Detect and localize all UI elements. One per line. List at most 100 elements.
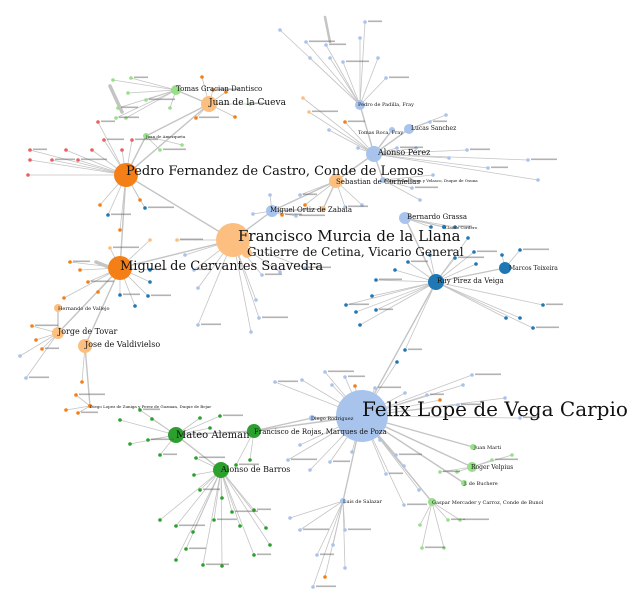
node-barros xyxy=(213,462,229,478)
leaf-node xyxy=(80,380,84,384)
leaf-node xyxy=(148,268,152,272)
leaf-node xyxy=(403,391,407,395)
leaf-node xyxy=(303,266,307,270)
leaf-node xyxy=(428,120,432,124)
edge-grassa-ruy xyxy=(404,217,437,283)
leaf-label-mark xyxy=(461,403,481,406)
leaf-node xyxy=(184,547,188,551)
node-salazar xyxy=(340,498,346,504)
leaf-node xyxy=(536,178,540,182)
leaf-node xyxy=(298,528,302,532)
leaf-node xyxy=(248,102,252,106)
leaf-node xyxy=(175,238,179,242)
node-rojas xyxy=(247,424,261,438)
leaf-node xyxy=(402,503,406,507)
leaf-node xyxy=(453,256,457,260)
leaf-node xyxy=(420,546,424,550)
leaf-node xyxy=(62,296,66,300)
leaf-node xyxy=(34,338,38,342)
label-sebastian: Sebastian de Cormellas xyxy=(336,178,420,186)
leaf-node xyxy=(343,205,347,209)
edge-leaf-51 xyxy=(112,79,177,91)
edge-leaf-161 xyxy=(419,501,433,526)
edge-leaf-160 xyxy=(431,501,449,521)
leaf-label-mark xyxy=(148,206,174,209)
leaf-label-mark xyxy=(262,316,288,319)
leaf-node xyxy=(211,88,215,92)
leaf-node xyxy=(50,158,54,162)
leaf-node xyxy=(323,370,327,374)
leaf-label-mark xyxy=(399,453,422,456)
edge-leaf-116 xyxy=(435,281,544,306)
label-bucher: J. de Buchere xyxy=(463,481,498,487)
label-valdivielso: Jose de Valdivielso xyxy=(84,340,160,349)
leaf-node xyxy=(428,253,432,257)
leaf-node xyxy=(394,453,398,457)
leaf-node xyxy=(393,268,397,272)
node-cordero xyxy=(442,225,446,229)
leaf-node xyxy=(328,56,332,60)
leaf-node xyxy=(220,564,224,568)
leaf-label-mark xyxy=(206,563,229,566)
leaf-label-mark xyxy=(443,470,460,473)
edge-leaf-64 xyxy=(308,111,375,155)
leaf-node xyxy=(252,508,256,512)
leaf-label-mark xyxy=(407,503,427,506)
leaf-label-mark xyxy=(433,120,447,123)
leaf-node xyxy=(168,106,172,110)
edge-leaf-186 xyxy=(185,469,222,550)
leaf-node xyxy=(76,411,80,415)
label-mercader: Gaspar Mercader y Carroz, Conde de Bunol xyxy=(432,500,544,506)
leaf-node xyxy=(526,158,530,162)
edge-leaf-165 xyxy=(119,419,177,436)
leaf-node xyxy=(429,225,433,229)
leaf-label-mark xyxy=(223,414,243,417)
leaf-label-mark xyxy=(29,376,49,379)
edge-leaf-108 xyxy=(375,279,437,283)
leaf-node xyxy=(503,396,507,400)
leaf-label-mark xyxy=(470,148,490,151)
node-cueva xyxy=(201,96,217,112)
edge-leaf-154 xyxy=(299,500,344,531)
leaf-label-mark xyxy=(79,393,105,396)
edge-leaf-63 xyxy=(302,97,375,155)
leaf-label-mark xyxy=(149,98,175,101)
leaf-label-mark xyxy=(45,347,59,350)
edge-leaf-185 xyxy=(159,469,222,521)
edge-leaf-79 xyxy=(382,179,421,201)
leaf-label-mark xyxy=(458,256,484,259)
leaf-node xyxy=(308,468,312,472)
label-ruy: Ruy Pirez da Veiga xyxy=(437,277,504,285)
leaf-label-mark xyxy=(257,508,271,511)
leaf-node xyxy=(360,203,364,207)
leaf-label-mark xyxy=(135,138,158,141)
leaf-node xyxy=(234,463,238,467)
leaf-label-mark xyxy=(379,308,393,311)
edge-leaf-187 xyxy=(175,469,222,561)
leaf-label-mark xyxy=(119,116,139,119)
leaf-label-mark xyxy=(235,510,258,513)
leaf-node xyxy=(128,442,132,446)
leaf-label-mark xyxy=(320,553,334,556)
node-lemos xyxy=(114,163,138,187)
edge-leaf-49 xyxy=(145,135,183,146)
edge-leaf-57 xyxy=(329,57,361,106)
leaf-node xyxy=(327,128,331,132)
leaf-label-mark xyxy=(143,408,160,411)
edge-leaf-75 xyxy=(373,153,539,181)
leaf-label-mark xyxy=(216,88,239,91)
node-padilla xyxy=(355,100,365,110)
leaf-label-mark xyxy=(348,205,368,208)
leaf-label-mark xyxy=(329,43,346,46)
leaf-label-mark xyxy=(199,456,225,459)
leaf-node xyxy=(174,558,178,562)
edge-cervantes-lemos xyxy=(119,174,127,269)
leaf-node xyxy=(40,347,44,351)
edge-leaf-118 xyxy=(435,281,534,329)
leaf-node xyxy=(268,193,272,197)
leaf-node xyxy=(28,148,32,152)
leaf-node xyxy=(376,56,380,60)
leaf-node xyxy=(354,310,358,314)
label-layer: Felix Lope de Vega Carpio Francisco Murc… xyxy=(57,85,628,506)
leaf-node xyxy=(143,206,147,210)
